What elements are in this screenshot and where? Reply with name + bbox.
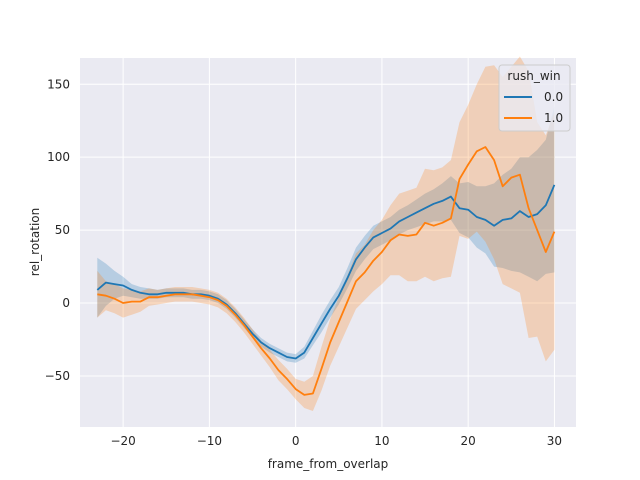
y-tick-label: 50 — [55, 223, 70, 237]
x-tick-label: 20 — [461, 434, 476, 448]
legend-label-0: 0.0 — [544, 90, 563, 104]
y-axis-label: rel_rotation — [28, 208, 42, 276]
x-tick-label: 0 — [292, 434, 300, 448]
x-tick-label: −10 — [197, 434, 222, 448]
y-tick-label: 150 — [47, 77, 70, 91]
legend-title: rush_win — [507, 69, 560, 83]
legend-box — [498, 64, 571, 132]
x-tick-label: 30 — [547, 434, 562, 448]
series-line-0 — [96, 184, 556, 360]
legend-label-1: 1.0 — [544, 111, 563, 125]
x-axis-ticks: −20 −10 0 10 20 30 — [110, 434, 562, 448]
series-lines — [96, 146, 556, 396]
x-tick-label: 10 — [374, 434, 389, 448]
plot-area — [80, 58, 576, 427]
series-line-1 — [97, 146, 556, 396]
gridlines — [80, 58, 576, 427]
y-axis-ticks: −50 0 50 100 150 — [45, 77, 70, 383]
y-tick-label: 100 — [47, 150, 70, 164]
y-tick-label: 0 — [62, 296, 70, 310]
y-tick-label: −50 — [45, 369, 70, 383]
legend: rush_win 0.0 1.0 — [498, 64, 571, 132]
x-axis-label: frame_from_overlap — [268, 457, 389, 471]
x-tick-label: −20 — [110, 434, 135, 448]
